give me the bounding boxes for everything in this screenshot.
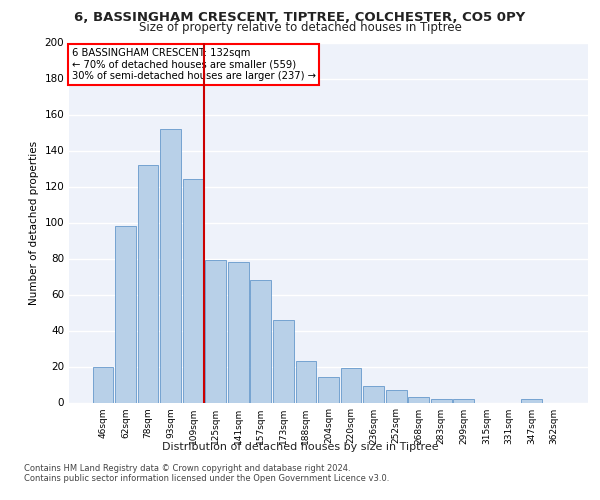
- Bar: [363, 386, 384, 402]
- Bar: [341, 368, 361, 402]
- Bar: [250, 280, 271, 402]
- Text: Contains public sector information licensed under the Open Government Licence v3: Contains public sector information licen…: [24, 474, 389, 483]
- Bar: [296, 361, 316, 403]
- Text: Contains HM Land Registry data © Crown copyright and database right 2024.: Contains HM Land Registry data © Crown c…: [24, 464, 350, 473]
- Bar: [273, 320, 294, 402]
- Text: Size of property relative to detached houses in Tiptree: Size of property relative to detached ho…: [139, 21, 461, 34]
- Bar: [137, 165, 158, 402]
- Text: 6, BASSINGHAM CRESCENT, TIPTREE, COLCHESTER, CO5 0PY: 6, BASSINGHAM CRESCENT, TIPTREE, COLCHES…: [74, 11, 526, 24]
- Bar: [92, 366, 113, 402]
- Y-axis label: Number of detached properties: Number of detached properties: [29, 140, 39, 304]
- Bar: [318, 378, 339, 402]
- Bar: [115, 226, 136, 402]
- Bar: [183, 180, 203, 402]
- Bar: [431, 399, 452, 402]
- Text: 6 BASSINGHAM CRESCENT: 132sqm
← 70% of detached houses are smaller (559)
30% of : 6 BASSINGHAM CRESCENT: 132sqm ← 70% of d…: [71, 48, 316, 81]
- Bar: [454, 399, 474, 402]
- Bar: [521, 399, 542, 402]
- Bar: [160, 129, 181, 402]
- Text: Distribution of detached houses by size in Tiptree: Distribution of detached houses by size …: [161, 442, 439, 452]
- Bar: [205, 260, 226, 402]
- Bar: [409, 397, 429, 402]
- Bar: [228, 262, 248, 402]
- Bar: [386, 390, 407, 402]
